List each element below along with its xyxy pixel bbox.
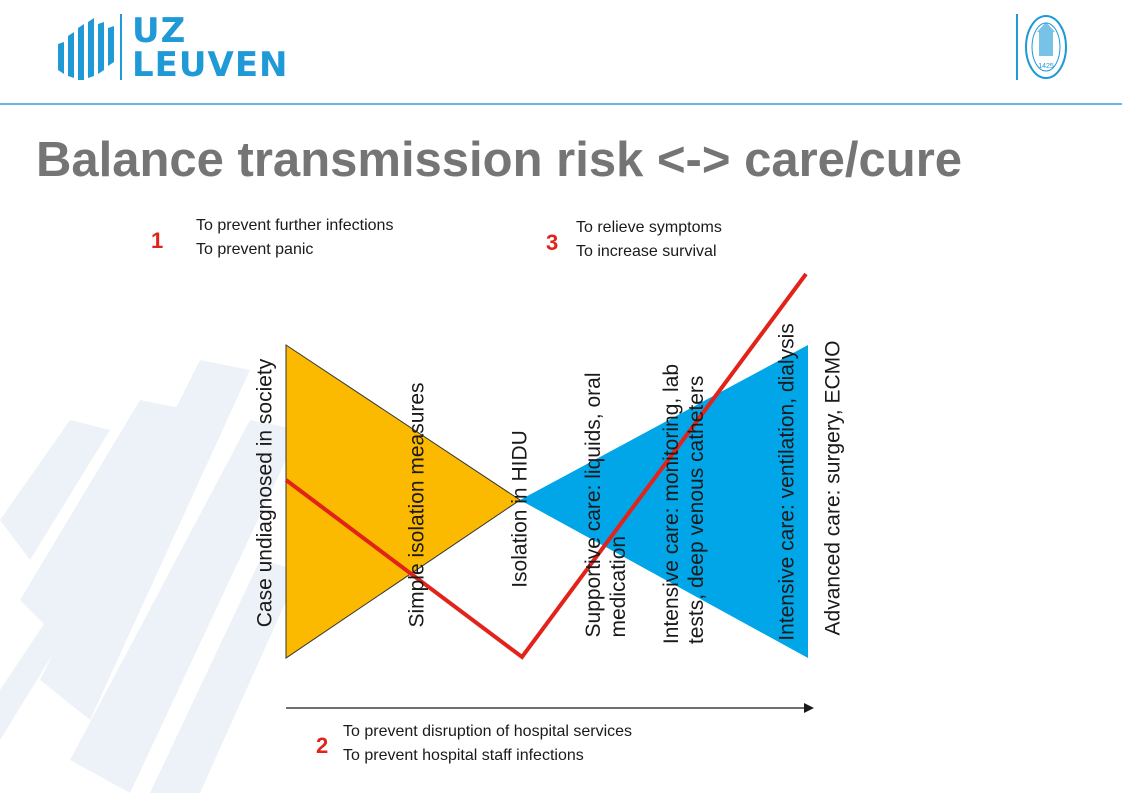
- balance-line: [284, 272, 808, 660]
- header: UZ LEUVEN 1425: [0, 0, 1122, 104]
- note-3-line-1: To relieve symptoms: [576, 219, 722, 236]
- stage-label-intensive-monitoring: Intensive care: monitoring, lab tests, d…: [660, 363, 708, 645]
- care-cure-triangle: [520, 345, 808, 658]
- header-divider: [0, 103, 1122, 105]
- stage-label-hidu-isolation: Isolation in HIDU: [508, 430, 532, 588]
- note-2-number: 2: [316, 733, 329, 758]
- note-3-text: To relieve symptoms To increase survival: [576, 216, 722, 264]
- seal-divider: [1016, 14, 1018, 80]
- note-1-line-2: To prevent panic: [196, 241, 314, 258]
- logo-line1: UZ: [132, 11, 187, 51]
- note-3-line-2: To increase survival: [576, 243, 717, 260]
- seal-year: 1425: [1038, 63, 1054, 70]
- uz-leuven-logo-icon: [58, 18, 114, 80]
- university-seal-icon: 1425: [1025, 15, 1067, 79]
- note-3-number: 3: [546, 230, 559, 255]
- note-1-line-1: To prevent further infections: [196, 217, 394, 234]
- note-1-text: To prevent further infections To prevent…: [196, 214, 393, 262]
- note-2-line-1: To prevent disruption of hospital servic…: [343, 723, 633, 740]
- note-1-number: 1: [151, 228, 164, 253]
- page-title: Balance transmission risk <-> care/cure: [36, 133, 963, 187]
- stage-label-simple-isolation: Simple isolation measures: [405, 382, 429, 628]
- logo-divider: [120, 14, 122, 80]
- note-2-line-2: To prevent hospital staff infections: [343, 747, 584, 764]
- stage-label-supportive-care: Supportive care: liquids, oral medicatio…: [582, 372, 630, 638]
- stage-label-advanced-care: Advanced care: surgery, ECMO: [821, 340, 845, 636]
- transmission-risk-triangle: [285, 344, 521, 659]
- stage-label-case-undiagnosed: Case undiagnosed in society: [253, 358, 277, 628]
- note-2-text: To prevent disruption of hospital servic…: [343, 720, 632, 768]
- stage-label-intensive-ventilation: Intensive care: ventilation, dialysis: [775, 323, 799, 641]
- logo-line2: LEUVEN: [132, 45, 289, 85]
- progression-arrowhead: [804, 703, 814, 713]
